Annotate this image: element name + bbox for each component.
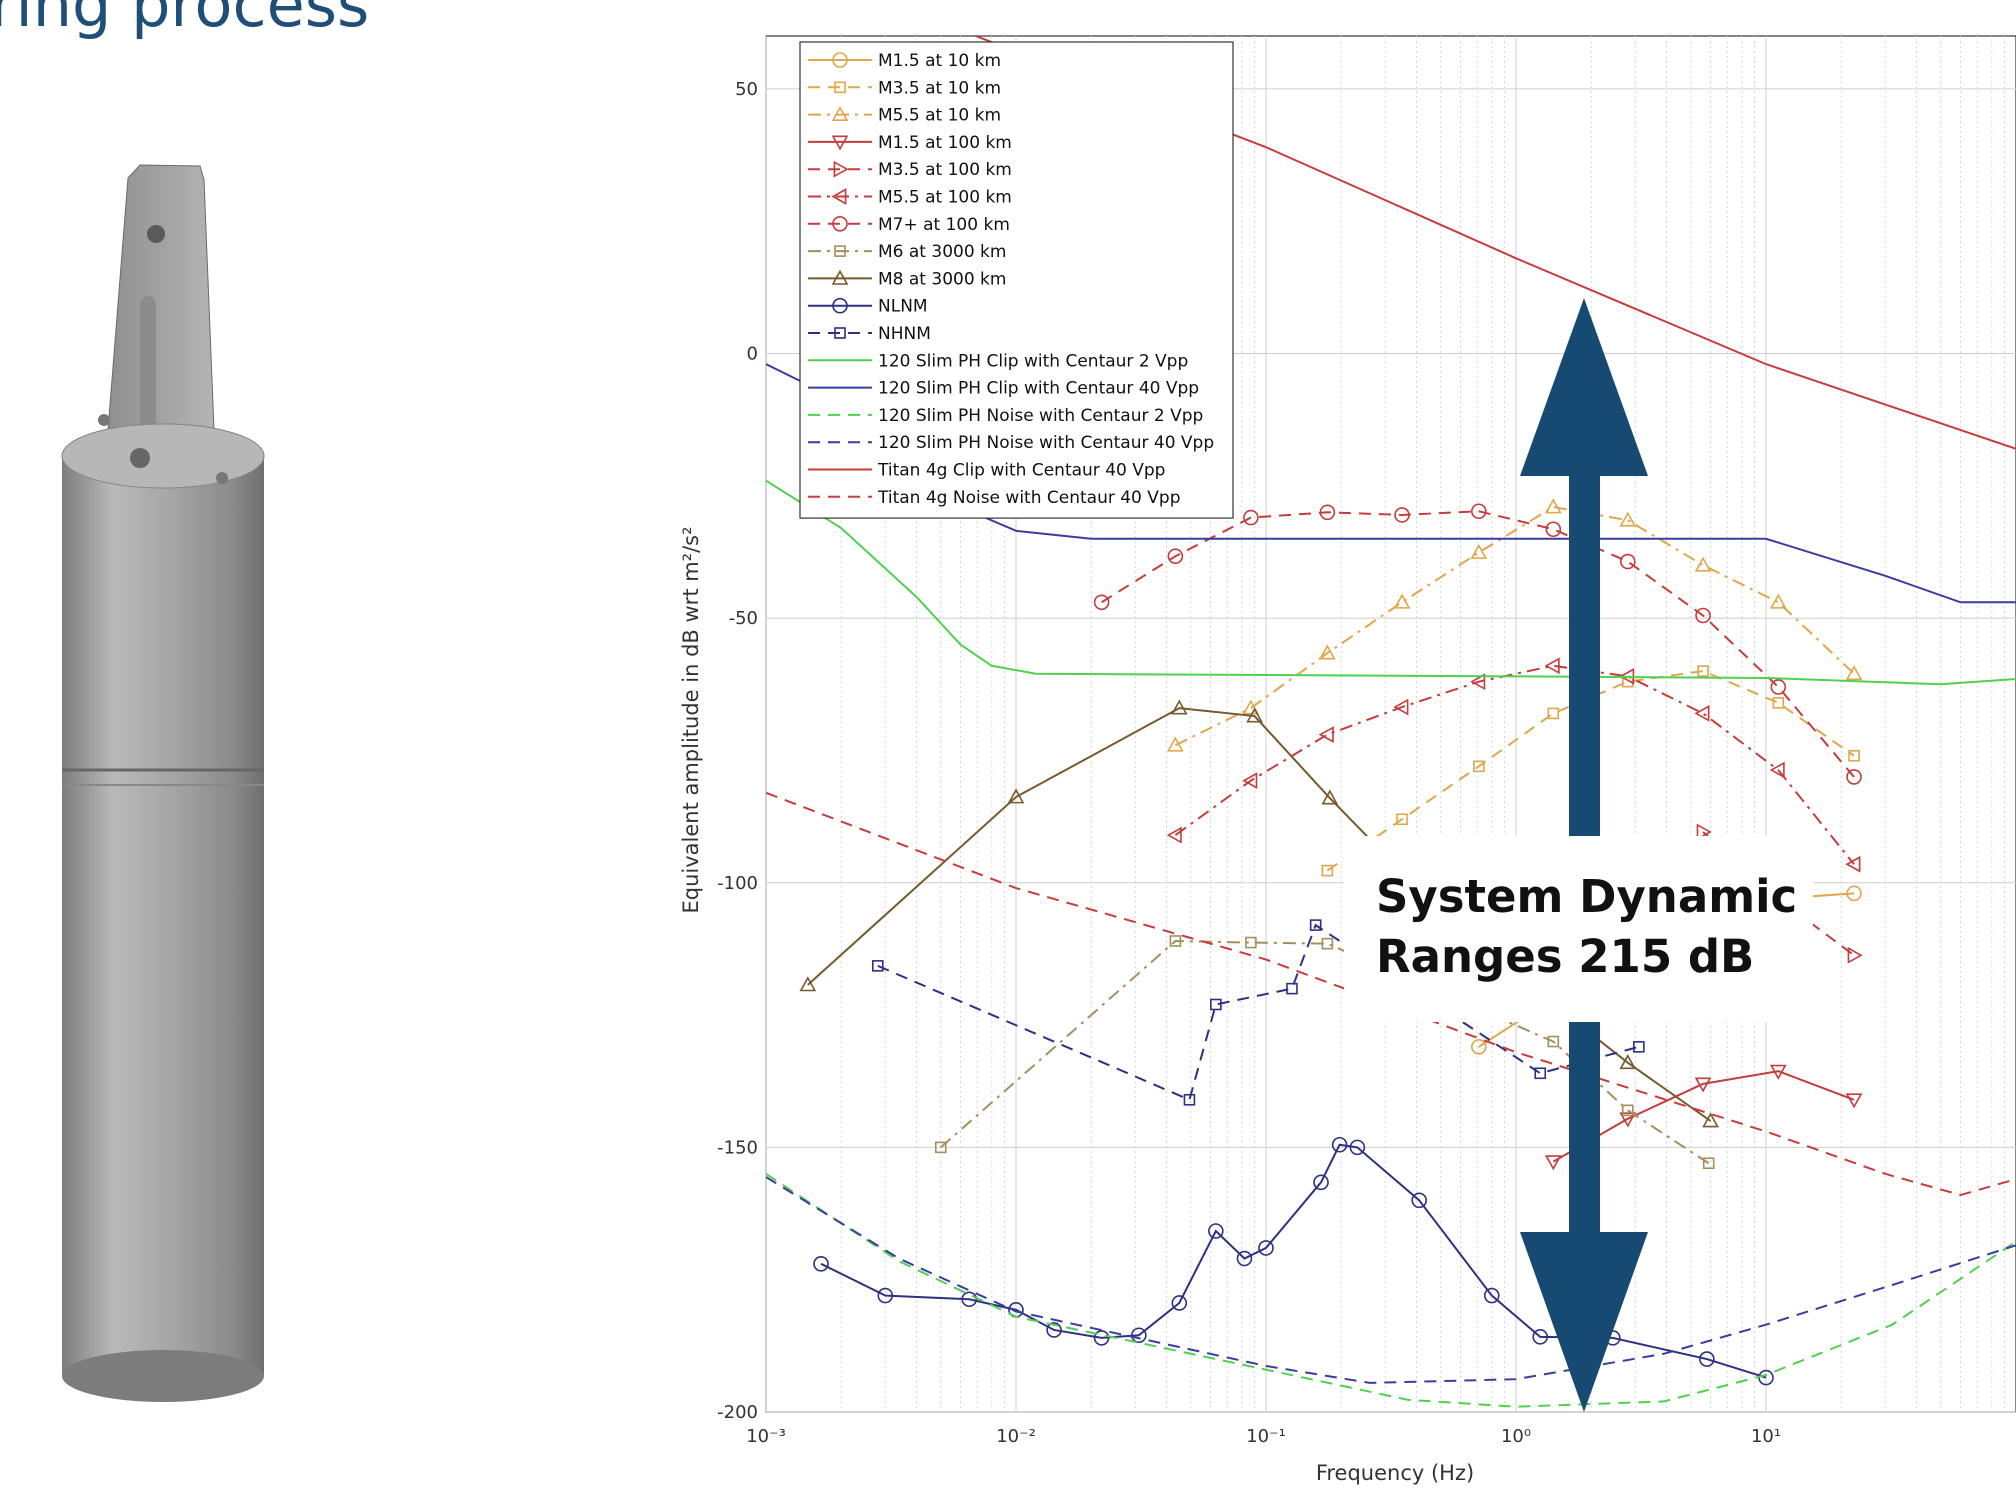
slide: ring process Frequency (Hz) Equivalent a… — [0, 0, 2016, 1489]
y-tick-label: -50 — [729, 608, 758, 629]
annotation-text: System Dynamic — [1376, 870, 1797, 923]
seismometer-image — [62, 165, 264, 1402]
x-tick-label: 10⁻¹ — [1246, 1426, 1286, 1447]
y-tick-label: -200 — [717, 1402, 758, 1423]
legend: M1.5 at 10 km M3.5 at 10 km M5.5 at 10 km M… — [800, 42, 1233, 518]
slide-title: ring process — [0, 0, 369, 41]
legend-label: 120 Slim PH Clip with Centaur 2 Vpp — [878, 351, 1188, 371]
y-tick-label: 50 — [735, 79, 758, 100]
y-tick-label: 0 — [747, 344, 758, 365]
annotation-text: Ranges 215 dB — [1376, 930, 1754, 983]
legend-label: M3.5 at 10 km — [878, 78, 1001, 98]
page: ring process Frequency (Hz) Equivalent a… — [0, 0, 2016, 1489]
legend-label: M5.5 at 100 km — [878, 188, 1012, 208]
legend-label: M3.5 at 100 km — [878, 160, 1012, 180]
x-tick-label: 10¹ — [1751, 1426, 1781, 1447]
y-axis-label: Equivalent amplitude in dB wrt m²/s² — [679, 526, 703, 913]
y-tick-label: -100 — [717, 873, 758, 894]
legend-label: 120 Slim PH Noise with Centaur 2 Vpp — [878, 406, 1203, 426]
y-tick-label: -150 — [717, 1137, 758, 1158]
legend-label: M7+ at 100 km — [878, 215, 1010, 235]
legend-label: M5.5 at 10 km — [878, 106, 1001, 126]
legend-label: M1.5 at 100 km — [878, 133, 1012, 153]
legend-label: M6 at 3000 km — [878, 242, 1006, 262]
legend-label: NLNM — [878, 297, 928, 317]
legend-label: 120 Slim PH Clip with Centaur 40 Vpp — [878, 379, 1199, 399]
annotation-box — [1344, 836, 1813, 1022]
legend-label: M8 at 3000 km — [878, 269, 1006, 289]
x-tick-label: 10⁰ — [1501, 1426, 1531, 1447]
legend-label: NHNM — [878, 324, 931, 344]
x-tick-label: 10⁻² — [996, 1426, 1036, 1447]
chart: Frequency (Hz) Equivalent amplitude in d… — [679, 36, 2016, 1485]
x-tick-label: 10⁻³ — [746, 1426, 786, 1447]
legend-label: 120 Slim PH Noise with Centaur 40 Vpp — [878, 433, 1214, 453]
x-axis-label: Frequency (Hz) — [1316, 1461, 1474, 1485]
legend-label: Titan 4g Clip with Centaur 40 Vpp — [877, 461, 1165, 481]
legend-label: M1.5 at 10 km — [878, 51, 1001, 71]
legend-label: Titan 4g Noise with Centaur 40 Vpp — [877, 488, 1181, 508]
